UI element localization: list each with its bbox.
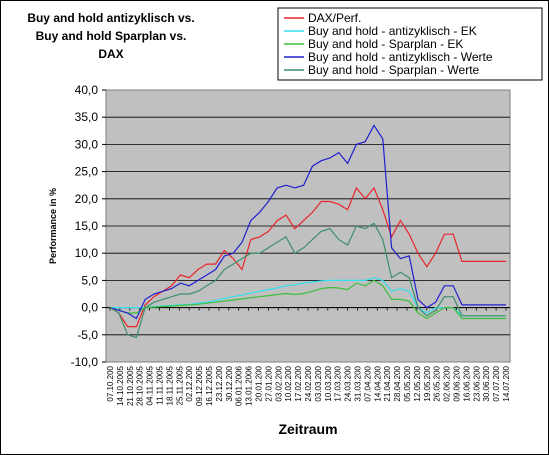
y-tick-label: 15,0 <box>75 219 99 233</box>
y-tick-label: -10,0 <box>71 355 99 369</box>
x-tick-label: 18.11.2005 <box>165 365 174 405</box>
legend-label: DAX/Perf. <box>308 11 361 25</box>
x-tick-label: 20.01.200 <box>255 365 264 401</box>
x-tick-label: 30.06.200 <box>482 365 491 401</box>
chart-title-line-3: DAX <box>98 47 123 61</box>
x-tick-label: 30.12.200 <box>225 365 234 401</box>
x-tick-label: 21.04.200 <box>383 365 392 401</box>
x-tick-label: 31.03.200 <box>354 365 363 401</box>
x-tick-label: 24.03.200 <box>344 365 353 401</box>
y-tick-label: 30,0 <box>75 137 99 151</box>
x-tick-label: 05.05.200 <box>403 365 412 401</box>
y-tick-label: 10,0 <box>75 246 99 260</box>
x-tick-label: 28.10.2005 <box>136 365 145 406</box>
series-line-1 <box>109 186 506 328</box>
x-tick-label: 02.12.200 <box>185 365 194 401</box>
y-axis-label: Performance in % <box>48 188 58 264</box>
x-tick-label: 19.05.200 <box>423 365 432 401</box>
x-axis-label: Zeitraum <box>278 421 337 437</box>
x-tick-label: 07.04.200 <box>363 365 372 401</box>
x-tick-label: 25.11.2005 <box>175 365 184 405</box>
x-tick-label: 02.06.200 <box>443 365 452 401</box>
x-tick-label: 14.07.200 <box>502 365 511 401</box>
x-tick-label: 12.05.200 <box>413 365 422 401</box>
y-tick-label: 40,0 <box>75 83 99 97</box>
x-tick-label: 14.10.2005 <box>116 365 125 406</box>
x-tick-label: 28.04.200 <box>393 365 402 401</box>
y-tick-label: 20,0 <box>75 192 99 206</box>
y-tick-label: 35,0 <box>75 110 99 124</box>
x-tick-label: 27.01.200 <box>264 365 273 401</box>
x-tick-label: 07.10.200 <box>106 365 115 401</box>
legend-box <box>277 7 543 81</box>
x-tick-label: 10.03.200 <box>324 365 333 401</box>
x-tick-label: 14.04.200 <box>373 365 382 401</box>
x-tick-label: 10.02.200 <box>284 365 293 401</box>
series-lines <box>109 124 506 339</box>
y-axis-ticks: -10,0 -5,0 0,0 5,0 10,0 15,0 20,0 25,0 30,0 35,0 4… <box>71 83 106 369</box>
x-tick-label: 07.07.200 <box>492 365 501 401</box>
series-line-5 <box>109 222 506 339</box>
x-tick-label: 17.03.200 <box>334 365 343 401</box>
x-tick-label: 11.11.2005 <box>156 365 165 404</box>
x-tick-label: 16.06.200 <box>462 365 471 401</box>
x-tick-label: 09.12.2005 <box>195 365 204 406</box>
legend-items: DAX/Perf.Buy and hold - antizyklisch - E… <box>284 11 493 77</box>
x-tick-label: 21.10.2005 <box>126 365 135 406</box>
legend-label: Buy and hold - Sparplan - EK <box>308 37 463 51</box>
legend: DAX/Perf.Buy and hold - antizyklisch - E… <box>277 7 543 81</box>
series-line-4 <box>109 124 506 320</box>
x-axis-ticks: 07.10.200 14.10.2005 21.10.2005 28.10.2005 0… <box>106 307 511 406</box>
legend-label: Buy and hold - antizyklisch - Werte <box>308 50 493 64</box>
x-tick-label: 16.12.2005 <box>205 365 214 406</box>
x-tick-label: 23.12.200 <box>215 365 224 401</box>
y-tick-label: 0,0 <box>81 301 98 315</box>
x-tick-label: 03.03.200 <box>314 365 323 401</box>
chart-title-line-1: Buy and hold antizyklisch vs. <box>27 11 194 25</box>
legend-label: Buy and hold - antizyklisch - EK <box>308 24 477 38</box>
x-tick-label: 03.02.200 <box>274 365 283 401</box>
x-tick-label: 23.06.200 <box>472 365 481 401</box>
chart-title-line-2: Buy and hold Sparplan vs. <box>36 29 187 43</box>
legend-label: Buy and hold - Sparplan - Werte <box>308 63 480 77</box>
y-tick-label: 25,0 <box>75 165 99 179</box>
x-tick-label: 06.01.2006 <box>235 365 244 406</box>
y-tick-label: -5,0 <box>77 328 98 342</box>
x-tick-label: 24.02.200 <box>304 365 313 401</box>
y-tick-label: 5,0 <box>81 273 98 287</box>
x-tick-label: 09.06.200 <box>453 365 462 401</box>
x-tick-label: 13.01.2006 <box>245 365 254 406</box>
x-tick-label: 26.05.200 <box>433 365 442 401</box>
x-tick-label: 17.02.200 <box>294 365 303 401</box>
series-line-3 <box>109 279 506 320</box>
x-tick-label: 04.11.2005 <box>146 365 155 405</box>
